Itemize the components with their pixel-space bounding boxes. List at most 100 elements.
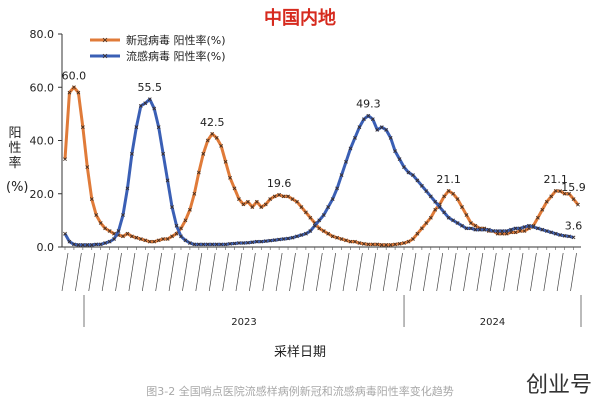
data-point — [379, 242, 384, 247]
data-point — [361, 241, 366, 246]
data-point — [562, 191, 567, 196]
y-tick-label: 80.0 — [30, 28, 55, 41]
y-axis-unit: (%) — [6, 180, 29, 195]
data-point — [179, 234, 183, 239]
x-date-tick-label — [476, 252, 484, 292]
data-point — [254, 199, 259, 204]
data-point — [495, 229, 500, 233]
data-point — [76, 90, 81, 95]
data-point — [259, 239, 264, 244]
data-point — [263, 239, 268, 244]
data-point — [344, 238, 348, 243]
data-point — [246, 240, 250, 245]
data-point — [415, 231, 420, 236]
x-date-tick-label — [88, 252, 96, 292]
y-tick-label: 20.0 — [30, 188, 55, 201]
data-point — [147, 97, 152, 102]
data-point — [188, 241, 192, 245]
x-date-tick-label — [275, 252, 283, 292]
data-point — [424, 189, 429, 193]
x-date-tick-label — [556, 252, 564, 292]
data-point — [259, 205, 264, 209]
data-point — [219, 143, 224, 148]
data-point — [63, 157, 67, 162]
data-point — [486, 227, 491, 232]
data-point — [290, 235, 295, 240]
data-point — [98, 242, 103, 247]
data-point — [196, 242, 201, 247]
data-point — [509, 227, 513, 232]
x-date-tick-label — [543, 252, 551, 292]
data-point — [375, 127, 380, 132]
data-point — [312, 223, 317, 228]
x-date-tick-label — [302, 252, 310, 292]
x-date-tick-label — [249, 252, 256, 292]
data-point — [130, 234, 134, 239]
y-tick-label: 40.0 — [30, 135, 55, 148]
data-point — [174, 223, 179, 228]
figure-caption: 图3-2 全国哨点医院流感样病例新冠和流感病毒阳性率变化趋势 — [146, 385, 454, 398]
data-point — [469, 226, 473, 231]
data-point — [402, 165, 406, 170]
x-date-tick-label — [329, 252, 336, 292]
data-point — [281, 237, 286, 241]
data-point — [152, 239, 157, 244]
data-point — [428, 194, 433, 199]
data-point — [232, 241, 237, 246]
x-date-tick-label — [222, 252, 229, 292]
data-point — [388, 135, 393, 140]
x-date-tick-label — [530, 252, 537, 292]
data-point — [384, 127, 389, 132]
x-date-tick-label — [141, 252, 149, 292]
data-point — [553, 188, 558, 193]
x-date-tick-label — [369, 252, 377, 292]
data-point — [143, 101, 148, 106]
data-point — [353, 239, 357, 244]
data-point — [544, 199, 549, 204]
data-point — [366, 113, 371, 118]
data-point — [513, 226, 518, 231]
data-label: 15.9 — [561, 181, 586, 194]
data-point — [549, 194, 554, 199]
data-point — [357, 125, 362, 130]
data-point — [370, 242, 375, 247]
data-point — [571, 235, 576, 240]
data-point — [379, 125, 384, 130]
data-point — [125, 186, 130, 191]
x-date-tick-label — [409, 252, 417, 292]
data-label: 3.6 — [565, 219, 583, 232]
data-point — [535, 215, 540, 220]
data-point — [402, 241, 406, 245]
x-date-tick-label — [315, 252, 323, 292]
data-point — [335, 186, 339, 191]
data-point — [246, 199, 250, 204]
data-point — [138, 237, 143, 241]
data-point — [348, 146, 353, 151]
x-date-tick-label — [489, 252, 497, 292]
data-point — [357, 241, 362, 245]
data-point — [188, 207, 192, 212]
data-point — [116, 229, 121, 233]
data-point — [250, 205, 255, 209]
data-point — [147, 239, 152, 244]
data-point — [317, 218, 322, 223]
data-point — [67, 90, 72, 95]
data-point — [567, 234, 571, 239]
data-label: 19.6 — [267, 177, 292, 190]
data-point — [375, 242, 380, 247]
data-point — [531, 225, 536, 229]
x-date-tick-label — [382, 252, 390, 292]
data-label: 55.5 — [138, 81, 163, 94]
data-point — [433, 207, 438, 212]
data-point — [361, 117, 366, 122]
data-point — [161, 237, 166, 241]
data-point — [567, 191, 571, 196]
legend-label: 新冠病毒 阳性率(%) — [126, 33, 226, 47]
data-point — [134, 235, 139, 240]
data-point — [460, 223, 464, 228]
data-point — [232, 186, 237, 191]
data-point — [290, 197, 295, 201]
data-point — [263, 202, 268, 207]
data-point — [205, 138, 210, 143]
data-point — [103, 241, 108, 245]
